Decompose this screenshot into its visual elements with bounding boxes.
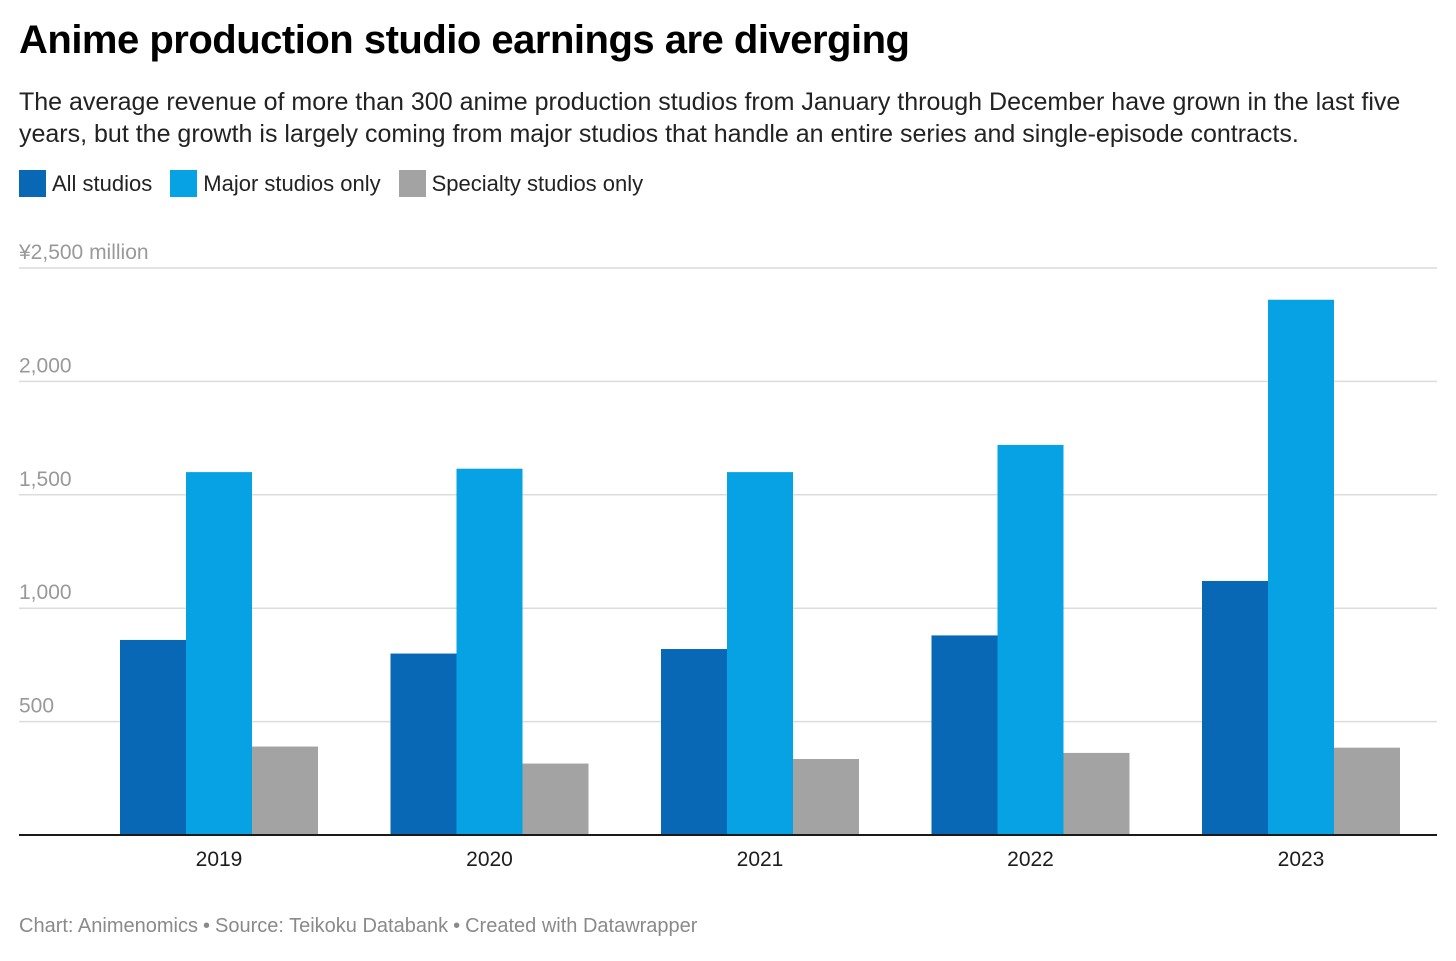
y-tick-label: 2,000 bbox=[19, 354, 72, 377]
legend-swatch-all-studios bbox=[19, 170, 46, 197]
footer-source: Source: Teikoku Databank bbox=[214, 915, 449, 937]
x-tick-label: 2023 bbox=[1278, 848, 1325, 871]
x-tick-label: 2019 bbox=[196, 848, 243, 871]
y-axis-tick-labels: 500 1,000 1,500 2,000 ¥2,500 million bbox=[18, 241, 149, 718]
footer-chart-credit: Chart: Animenomics bbox=[19, 915, 198, 937]
legend-swatch-major-studios bbox=[170, 170, 198, 197]
bar-specialty-studios-2022 bbox=[1063, 752, 1130, 835]
bar-all-studios-2019 bbox=[120, 639, 186, 835]
legend-label-major-studios: Major studios only bbox=[203, 170, 381, 196]
y-tick-label: 1,000 bbox=[19, 581, 72, 604]
footer-separator: • bbox=[202, 915, 210, 937]
bar-chart: 500 1,000 1,500 2,000 ¥2,500 million 2019 202… bbox=[18, 241, 1437, 871]
bar-all-studios-2022 bbox=[931, 635, 998, 835]
bar-major-studios-2019 bbox=[186, 472, 252, 835]
footer-created-with: Created with Datawrapper bbox=[465, 915, 698, 937]
chart-legend: All studios Major studios only Specialty… bbox=[19, 170, 661, 197]
bar-all-studios-2023 bbox=[1202, 580, 1268, 835]
bar-major-studios-2020 bbox=[456, 468, 523, 835]
legend-swatch-specialty-studios bbox=[398, 170, 426, 197]
bar-specialty-studios-2023 bbox=[1334, 747, 1400, 835]
x-tick-label: 2021 bbox=[737, 848, 784, 871]
legend-item-all-studios: All studios bbox=[19, 170, 152, 197]
bar-major-studios-2023 bbox=[1268, 299, 1334, 835]
bar-specialty-studios-2021 bbox=[793, 759, 859, 835]
y-tick-label: 500 bbox=[19, 695, 54, 718]
bar-specialty-studios-2019 bbox=[252, 746, 318, 835]
legend-item-major-studios: Major studios only bbox=[170, 170, 381, 197]
legend-label-all-studios: All studios bbox=[52, 170, 153, 196]
x-tick-label: 2022 bbox=[1007, 848, 1054, 871]
legend-label-specialty-studios: Specialty studios only bbox=[431, 170, 644, 196]
x-tick-label: 2020 bbox=[466, 848, 513, 871]
bar-major-studios-2022 bbox=[997, 444, 1064, 835]
chart-footer: Chart: Animenomics • Source: Teikoku Datab… bbox=[19, 915, 697, 938]
footer-separator: • bbox=[453, 915, 461, 937]
y-tick-label: ¥2,500 million bbox=[18, 241, 149, 264]
bars bbox=[120, 299, 1400, 835]
y-tick-label: 1,500 bbox=[19, 468, 72, 491]
bar-all-studios-2021 bbox=[661, 649, 727, 835]
bar-specialty-studios-2020 bbox=[522, 763, 589, 835]
bar-major-studios-2021 bbox=[727, 472, 793, 835]
legend-item-specialty-studios: Specialty studios only bbox=[398, 170, 644, 197]
chart-title: Anime production studio earnings are div… bbox=[19, 18, 910, 62]
bar-all-studios-2020 bbox=[390, 653, 457, 835]
x-axis-tick-labels: 2019 2020 2021 2022 2023 bbox=[196, 848, 1325, 871]
chart-subtitle: The average revenue of more than 300 ani… bbox=[19, 88, 1401, 148]
